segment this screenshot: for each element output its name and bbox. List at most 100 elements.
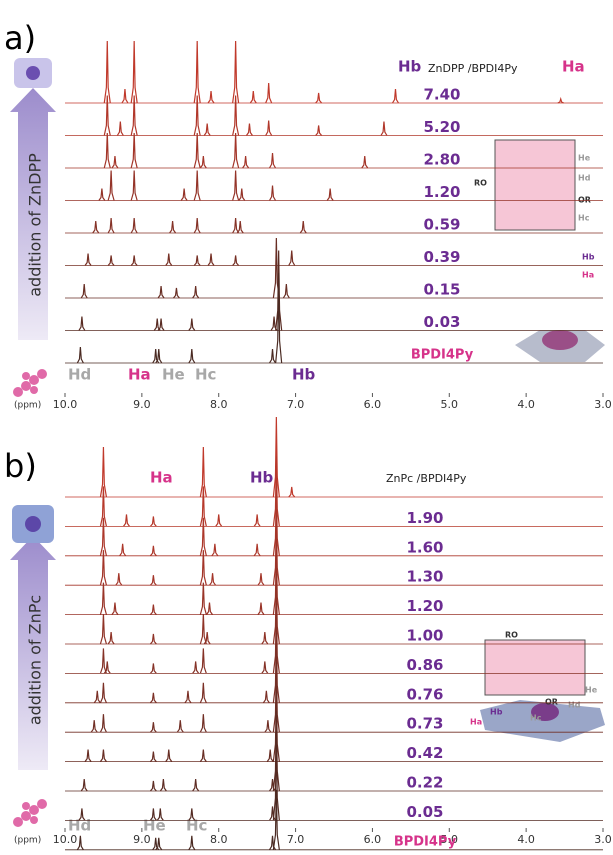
peak: [78, 808, 86, 821]
peak: [272, 710, 280, 792]
peak: [99, 550, 108, 586]
peak: [188, 835, 196, 851]
trace-label: 0.76: [406, 685, 443, 703]
peak: [80, 283, 88, 299]
structure-label: Hd: [578, 174, 591, 183]
peak: [199, 155, 207, 169]
peak: [199, 648, 207, 674]
icon: [13, 799, 47, 827]
peak: [232, 255, 240, 266]
peak: [264, 720, 272, 733]
structure-label: Hc: [578, 214, 590, 223]
peak: [155, 837, 163, 851]
peak: [111, 155, 119, 169]
trace-label: 0.59: [423, 216, 460, 234]
peak: [288, 250, 296, 266]
trace-label: 0.22: [406, 774, 443, 792]
peak: [130, 95, 138, 136]
tick-label: 9.0: [133, 398, 151, 411]
tick-label: 4.0: [517, 833, 535, 846]
peak-label: Hc: [195, 366, 216, 384]
structure-label: Ha: [582, 271, 594, 280]
peak: [103, 661, 111, 674]
peak: [99, 446, 108, 498]
peak: [199, 613, 207, 645]
peak: [236, 220, 244, 234]
peak: [268, 348, 277, 364]
peak: [232, 40, 240, 104]
trace-label: 2.80: [423, 151, 460, 169]
structure-label: Hc: [530, 714, 542, 723]
structure-label: Hb: [490, 708, 503, 717]
decorations: [10, 58, 605, 827]
peak: [149, 808, 157, 821]
peak: [130, 170, 138, 201]
peak: [115, 573, 123, 586]
peak: [99, 486, 108, 527]
tick-label: 6.0: [364, 398, 382, 411]
peak: [193, 95, 201, 136]
peak: [275, 272, 283, 364]
peak: [199, 749, 207, 762]
peak: [180, 188, 188, 201]
peak: [107, 217, 115, 234]
peak: [557, 96, 564, 104]
peak: [272, 691, 280, 762]
peak: [119, 543, 127, 557]
peak-label: Hd: [68, 366, 91, 384]
trace-label: 1.00: [406, 627, 443, 645]
peak: [272, 485, 280, 556]
peak: [266, 749, 274, 762]
peak: [215, 514, 223, 527]
structure: [484, 639, 586, 696]
peak: [211, 543, 219, 557]
peak-label: Hc: [186, 817, 207, 835]
peak: [380, 121, 388, 136]
peak: [193, 255, 201, 266]
peak: [165, 253, 173, 266]
icon: [13, 369, 47, 397]
icon: [480, 700, 605, 742]
peak: [157, 318, 165, 331]
axis-unit: (ppm): [14, 401, 41, 411]
peak: [242, 155, 250, 169]
peak: [107, 255, 115, 266]
peak: [122, 514, 130, 527]
trace-label: 1.90: [406, 509, 443, 527]
peak: [172, 287, 180, 299]
trace-label: 0.03: [423, 313, 460, 331]
peak-label: Ha: [128, 366, 151, 384]
header-ratio: ZnDPP /BPDI4Py: [428, 62, 518, 75]
peak: [80, 778, 88, 792]
trace-label: 5.20: [423, 118, 460, 136]
peak: [155, 348, 163, 364]
trace-label: 0.05: [406, 803, 443, 821]
peak: [199, 486, 207, 527]
peak-label: Hb: [292, 366, 316, 384]
arrow-label: addition of ZnDPP: [26, 153, 45, 297]
trace-label: BPDI4Py: [411, 348, 474, 363]
peak: [149, 692, 157, 704]
peak: [78, 316, 86, 331]
peak: [288, 486, 296, 498]
header-ha: Ha: [150, 469, 173, 487]
trace-label: 1.60: [406, 538, 443, 556]
peak: [159, 778, 167, 792]
peak: [272, 789, 280, 850]
peak: [272, 544, 280, 615]
peak: [272, 662, 280, 733]
peak: [261, 661, 269, 674]
peak: [205, 602, 213, 615]
peak: [232, 132, 240, 169]
peak: [265, 120, 273, 136]
peak: [99, 613, 108, 645]
peak: [92, 220, 100, 234]
structure-label: RO: [505, 631, 518, 640]
peak: [103, 95, 111, 136]
peak: [84, 749, 92, 762]
tick-label: 10.0: [53, 833, 78, 846]
peak: [99, 682, 107, 704]
peak: [157, 285, 165, 299]
tick-label: 8.0: [210, 398, 228, 411]
